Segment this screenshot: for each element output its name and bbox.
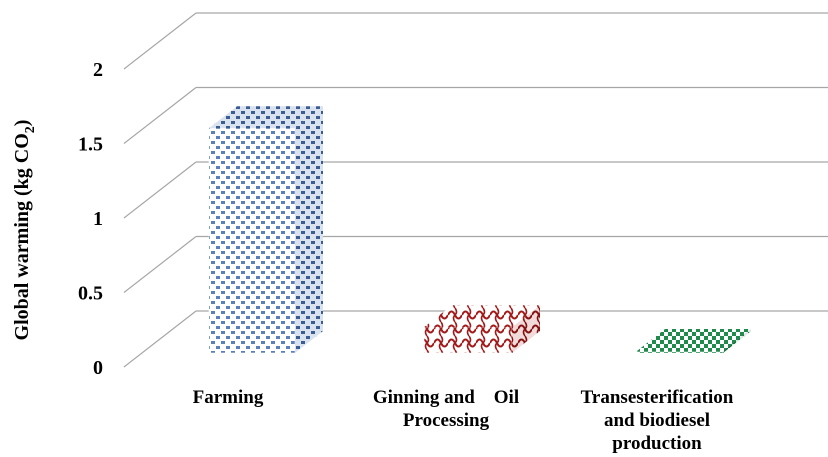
bar-farming: [208, 106, 323, 354]
bar-front-farming: [208, 128, 296, 354]
bars: [208, 106, 751, 354]
gridline-side-4: [123, 12, 197, 70]
gridline-side-2: [123, 161, 197, 219]
gridline-side-0: [123, 310, 197, 368]
y-axis-title: Global warming (kg CO2): [11, 120, 38, 341]
y-tick-label: 1.5: [78, 134, 103, 156]
bar-transesterification: [636, 329, 751, 354]
x-category-label: Ginning and Oil Processing: [373, 387, 519, 431]
bar-front-transesterification: [636, 350, 724, 354]
y-tick-label: 0: [93, 357, 103, 379]
bar-side-farming: [295, 106, 323, 353]
y-axis-ticks: 0 0.5 1 1.5 2: [78, 59, 103, 379]
x-category-label: Transesterification and biodiesel producti…: [581, 387, 734, 454]
gridline-side-3: [123, 87, 197, 144]
bar-side-transesterification: [723, 329, 751, 353]
y-tick-label: 2: [93, 59, 103, 81]
bar-top-transesterification: [637, 329, 751, 351]
y-tick-label: 0.5: [78, 283, 103, 305]
x-axis-categories: Farming Ginning and Oil Processing Transest…: [193, 387, 734, 454]
bar-ginning: [423, 305, 540, 354]
x-category-label: Farming: [193, 387, 264, 408]
bar-side-ginning: [512, 305, 540, 353]
y-tick-label: 1: [93, 208, 103, 230]
bar-top-ginning: [424, 305, 540, 328]
gridline-side-1: [123, 236, 197, 293]
bar-front-ginning: [423, 327, 513, 354]
bar-top-farming: [209, 106, 323, 129]
